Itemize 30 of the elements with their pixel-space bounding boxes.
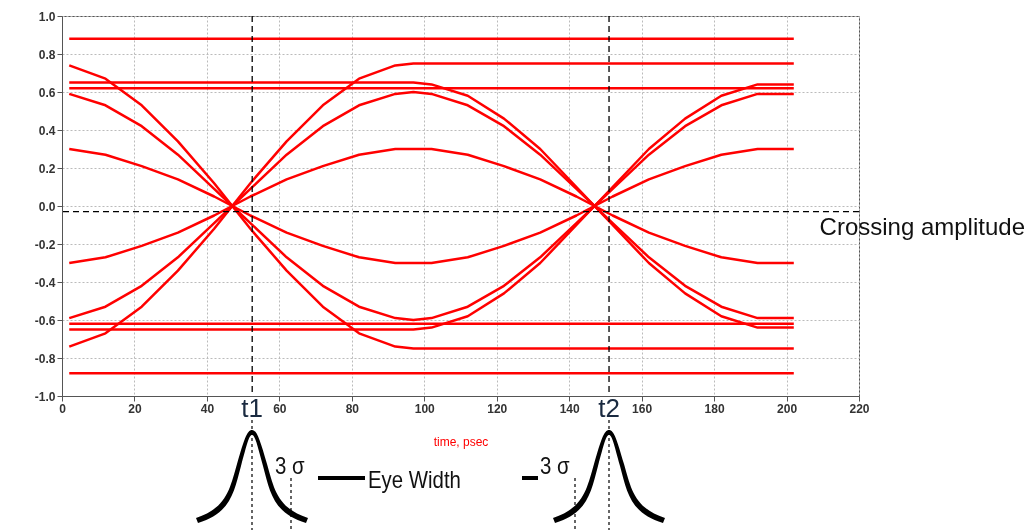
y-tick-label: 0.8 [38, 47, 56, 62]
y-tick-label: -0.8 [34, 351, 56, 366]
x-tick-label: 60 [273, 401, 287, 416]
text: 3 σ [275, 452, 305, 480]
x-tick-label: 220 [849, 401, 870, 416]
x-tick-label: 20 [128, 401, 142, 416]
text: Eye Width [368, 466, 461, 494]
x-axis-title: time, psec [433, 434, 489, 449]
x-tick-label: 80 [345, 401, 360, 416]
y-tick-label: -0.6 [34, 313, 56, 328]
ref-line-label: Crossing amplitude [819, 212, 1025, 240]
text: 3 σ [540, 452, 570, 480]
y-tick-label: 1.0 [38, 9, 56, 24]
y-tick-label: 0.0 [38, 199, 56, 214]
y-tick-label: -0.4 [34, 275, 56, 290]
x-tick-label: 40 [200, 401, 215, 416]
x-tick-label: 160 [632, 401, 653, 416]
x-tick-label: 0 [59, 401, 67, 416]
x-tick-label: 140 [559, 401, 581, 416]
y-tick-label: -1.0 [34, 389, 56, 404]
x-tick-label: 200 [777, 401, 798, 416]
ref-line-label: t2 [598, 393, 620, 423]
ref-line-label: t1 [241, 393, 264, 423]
y-tick-label: 0.6 [38, 85, 56, 100]
y-tick-label: -0.2 [34, 237, 56, 252]
y-tick-label: 0.2 [38, 161, 56, 176]
x-tick-label: 180 [704, 401, 725, 416]
x-tick-label: 120 [487, 401, 508, 416]
y-tick-label: 0.4 [38, 123, 56, 138]
x-tick-label: 100 [414, 401, 436, 416]
